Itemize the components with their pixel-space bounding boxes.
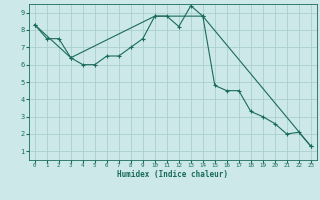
- X-axis label: Humidex (Indice chaleur): Humidex (Indice chaleur): [117, 170, 228, 179]
